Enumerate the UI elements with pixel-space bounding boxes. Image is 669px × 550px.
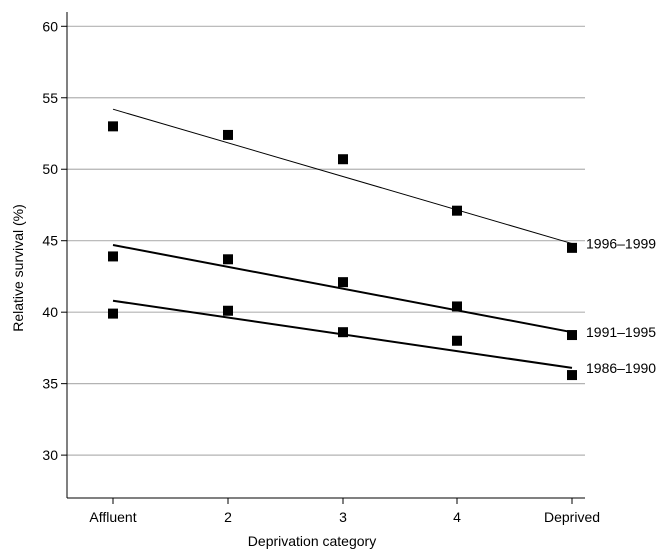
x-tick-label-4: Deprived — [544, 509, 600, 525]
data-point-0-0 — [108, 121, 118, 132]
data-point-0-1 — [223, 129, 233, 140]
series-labels: 1996–1999 1991–1995 1986–1990 — [586, 236, 656, 376]
y-axis-title: Relative survival (%) — [10, 204, 26, 332]
x-tick-label-3: 4 — [453, 509, 461, 525]
data-point-0-3 — [452, 205, 462, 216]
series-label-0: 1996–1999 — [586, 236, 656, 252]
data-point-0-4 — [567, 242, 577, 253]
data-point-2-4 — [567, 370, 577, 381]
data-point-1-2 — [338, 277, 348, 288]
x-tick-label-1: 2 — [224, 509, 232, 525]
y-tick-label-45: 45 — [42, 233, 58, 249]
y-tick-label-35: 35 — [42, 376, 58, 392]
data-point-1-1 — [223, 254, 233, 265]
y-tick-label-60: 60 — [42, 18, 58, 34]
x-tick-label-2: 3 — [339, 509, 347, 525]
series-label-1: 1991–1995 — [586, 324, 656, 340]
data-point-1-3 — [452, 301, 462, 312]
data-point-2-1 — [223, 305, 233, 316]
data-points — [108, 121, 577, 381]
data-point-2-3 — [452, 335, 462, 346]
data-point-0-2 — [338, 154, 348, 165]
y-tick-label-30: 30 — [42, 447, 58, 463]
data-point-2-2 — [338, 327, 348, 338]
data-point-1-4 — [567, 330, 577, 341]
y-tick-label-55: 55 — [42, 90, 58, 106]
data-point-2-0 — [108, 308, 118, 319]
x-tick-label-0: Affluent — [89, 509, 136, 525]
series-label-2: 1986–1990 — [586, 360, 656, 376]
trend-line-0 — [112, 108, 573, 245]
data-point-1-0 — [108, 251, 118, 262]
y-tick-label-40: 40 — [42, 304, 58, 320]
axes — [66, 12, 585, 499]
x-axis-title: Deprivation category — [248, 533, 376, 549]
ticks: 30 35 40 45 50 55 60 Affluent 2 3 4 Deprived — [42, 18, 600, 525]
trend-line-1 — [112, 244, 573, 334]
grid-lines — [67, 25, 585, 456]
y-tick-label-50: 50 — [42, 161, 58, 177]
